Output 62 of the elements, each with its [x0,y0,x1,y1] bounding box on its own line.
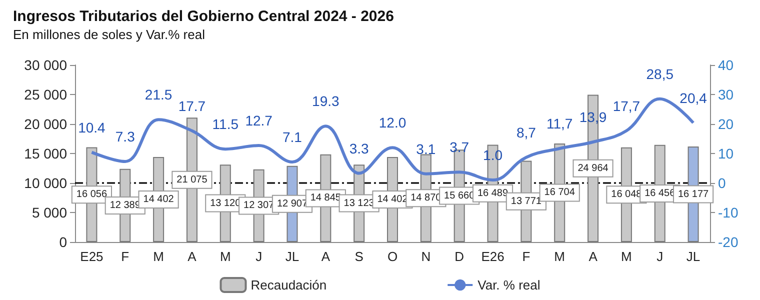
data-label: 14 402 [143,194,174,206]
x-tick-label: D [454,249,464,264]
data-label: 1.0 [483,147,503,164]
data-label: 21.5 [144,86,172,103]
x-tick-label: A [588,249,598,264]
x-tick-label: J [256,249,262,264]
data-label: 11.5 [212,116,239,132]
legend-label: Var. % real [478,278,540,292]
data-label: 13 771 [510,196,542,207]
data-label: 24 964 [578,162,609,174]
data-label: 17,7 [612,98,640,114]
data-label: 7.1 [282,129,302,146]
y-tick-label: 0 [59,234,68,250]
data-label: 12.7 [245,112,273,129]
data-label: 16 704 [544,187,576,198]
y2-tick-label: 0 [718,175,726,191]
y-tick-label: 30 000 [24,57,68,73]
x-tick-label: M [153,249,164,264]
data-label: 19.3 [312,93,340,110]
data-label: 11,7 [546,115,573,132]
data-label: 21 075 [176,174,208,186]
x-tick-label: F [522,249,530,264]
x-tick-label: E26 [481,249,504,264]
data-label: 3.7 [450,139,470,156]
x-tick-label: JL [686,249,700,264]
y-tick-label: 15 000 [24,146,68,162]
y2-tick-label: 40 [718,57,734,73]
data-label: 3.1 [416,140,436,157]
x-tick-label: J [656,249,664,264]
y2-tick-label: -20 [718,234,738,250]
x-tick-label: N [421,249,431,264]
data-label: 16 056 [76,189,108,200]
x-tick-label: A [188,249,197,264]
data-label: 7.3 [115,128,136,144]
x-tick-label: F [121,249,130,264]
y-tick-label: 20 000 [24,116,68,132]
data-label: 16 177 [678,188,710,200]
data-label: 10.4 [78,119,106,136]
legend-label: Recaudación [250,278,327,292]
x-tick-label: A [321,249,330,264]
data-label: 17.7 [178,98,206,114]
y-tick-label: 5 000 [32,204,68,220]
chart-subtitle: En millones de soles y Var.% real [13,27,206,42]
y2-tick-label: 30 [718,86,734,102]
data-label: 3.3 [349,140,370,156]
y2-tick-label: 20 [718,116,734,132]
data-label: 28,5 [646,66,674,82]
x-tick-label: M [220,249,231,264]
x-tick-label: E25 [80,249,104,264]
data-label: 12.0 [378,114,406,131]
y2-tick-label: -10 [718,204,738,220]
x-tick-label: O [387,249,398,264]
y-tick-label: 25 000 [24,86,68,102]
y2-tick-label: 10 [718,146,734,162]
chart-title: Ingresos Tributarios del Gobierno Central 2024 - 2026 [13,8,394,25]
x-tick-label: M [554,249,566,264]
y-tick-label: 10 000 [24,175,68,191]
data-label: 8,7 [516,124,536,140]
x-tick-label: JL [285,249,300,264]
x-tick-label: M [621,249,632,264]
x-tick-label: S [354,249,364,264]
data-label: 20,4 [680,90,708,106]
